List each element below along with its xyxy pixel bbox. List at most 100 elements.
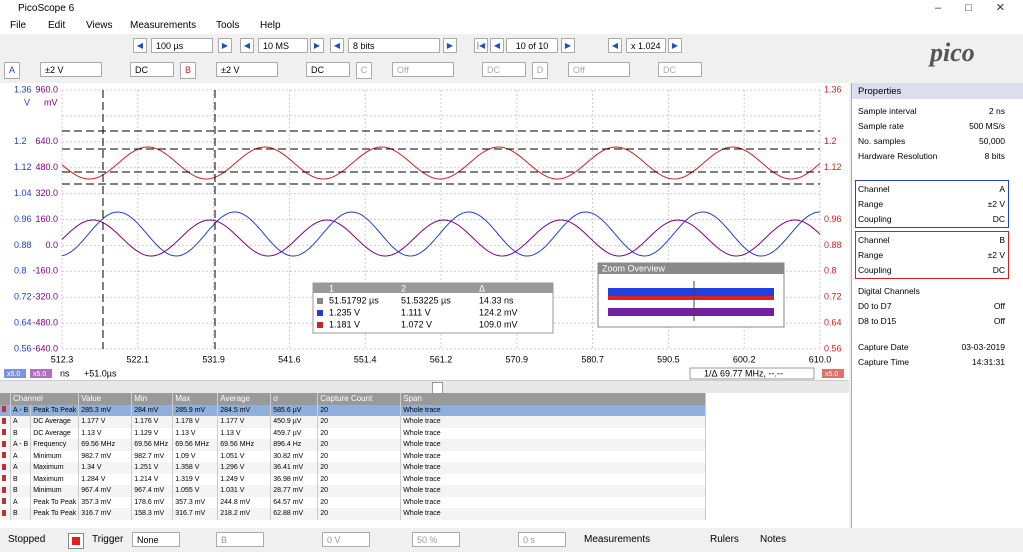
status-level[interactable]: 0 V: [322, 532, 370, 547]
button[interactable]: ▶: [218, 38, 232, 53]
status-delay[interactable]: 0 s: [518, 532, 566, 547]
cell: 1.051 V: [217, 450, 272, 462]
y-tick-label-b: -480.0: [32, 317, 58, 327]
cell: 982.7 mV: [78, 450, 133, 462]
table-row[interactable]: A - B Frequency 69.56 MHz 69.56 MHz 69.56 MH…: [0, 439, 707, 451]
range-select[interactable]: ±2 V: [40, 62, 102, 77]
channel-button[interactable]: A: [4, 62, 20, 79]
menu-item[interactable]: Tools: [216, 20, 240, 31]
coupling-select[interactable]: DC: [306, 62, 350, 77]
table-row[interactable]: A Peak To Peak 357.3 mV 178.6 mV 357.3 mV 244…: [0, 496, 707, 508]
unit-label: V: [24, 97, 30, 107]
ruler-swatch: [317, 322, 323, 328]
cell: 1.296 V: [217, 462, 272, 474]
y-tick-label-right: 1.12: [824, 162, 842, 172]
button[interactable]: ▶: [310, 38, 324, 53]
zoom-factor[interactable]: x 1.024: [626, 38, 666, 53]
cell: Whole trace: [400, 450, 707, 462]
timebase-select[interactable]: 100 µs: [151, 38, 213, 53]
table-row[interactable]: B Peak To Peak 316.7 mV 158.3 mV 316.7 mV 218…: [0, 508, 707, 520]
samples-select[interactable]: 10 MS: [258, 38, 308, 53]
menu-item[interactable]: File: [10, 20, 27, 31]
property-name: Channel: [858, 184, 890, 194]
button[interactable]: ◀: [490, 38, 504, 53]
table-header: Channel Value Min Max Average σ Capture Count S…: [0, 393, 707, 405]
cell: A: [10, 496, 32, 508]
cell: B: [10, 485, 32, 497]
button[interactable]: ▶: [561, 38, 575, 53]
channel-button[interactable]: D: [532, 62, 548, 79]
y-tick-label-a: 0.8: [14, 266, 27, 276]
menu-item[interactable]: Edit: [48, 20, 66, 31]
range-select[interactable]: Off: [568, 62, 630, 77]
property-value: DC: [992, 214, 1005, 224]
measurements-table: Channel Value Min Max Average σ Capture Count S…: [0, 393, 707, 520]
cell: 30.82 mV: [270, 450, 319, 462]
cell: Frequency: [30, 439, 80, 451]
menu-item[interactable]: Views: [86, 20, 113, 31]
button[interactable]: ◀: [330, 38, 344, 53]
scrollbar[interactable]: [0, 380, 849, 394]
property-value: 50,000: [979, 136, 1005, 146]
cell: 1.358 V: [172, 462, 219, 474]
channel-toolbar: A ±2 V DC B ±2 V DC C Off DC D Off DC: [0, 60, 800, 80]
y-tick-label-a: 1.04: [14, 188, 32, 198]
status-source[interactable]: B: [216, 532, 264, 547]
menu-item[interactable]: Measurements: [130, 20, 197, 31]
button[interactable]: ◀: [240, 38, 254, 53]
cell: 1.214 V: [131, 473, 174, 485]
property-name: Coupling: [858, 214, 892, 224]
cell: Whole trace: [400, 508, 707, 520]
resolution-select[interactable]: 8 bits: [348, 38, 440, 53]
cell: 20: [317, 416, 402, 428]
cell: Maximum: [30, 462, 80, 474]
table-row[interactable]: B DC Average 1.13 V 1.129 V 1.13 V 1.13 V 459.…: [0, 427, 707, 439]
cell: 1.177 V: [78, 416, 133, 428]
x-tick-label: 610.0: [809, 354, 832, 364]
cell: 20: [317, 404, 402, 416]
table-row[interactable]: A Maximum 1.34 V 1.251 V 1.358 V 1.296 V 36.41…: [0, 462, 707, 474]
button[interactable]: ▶: [668, 38, 682, 53]
y-tick-label-right: 0.88: [824, 240, 842, 250]
zoom-trace: [608, 296, 774, 300]
frequency-box: [689, 367, 815, 380]
button[interactable]: ▶: [443, 38, 457, 53]
y-tick-label-a: 0.72: [14, 292, 32, 302]
x-unit: ns: [60, 368, 70, 378]
cell: 1.129 V: [131, 427, 174, 439]
range-select[interactable]: Off: [392, 62, 454, 77]
window-controls[interactable]: –□✕: [935, 2, 1023, 14]
status-position[interactable]: 50 %: [412, 532, 460, 547]
menu-item[interactable]: Help: [260, 20, 281, 31]
ruler-value: 51.51792 µs: [329, 295, 379, 305]
property-value: Off: [993, 301, 1005, 311]
button[interactable]: ◀: [608, 38, 622, 53]
status-trigger: Trigger: [92, 534, 124, 545]
channel-button[interactable]: B: [180, 62, 196, 79]
y-tick-label-b: 320.0: [35, 188, 58, 198]
cell: 1.251 V: [131, 462, 174, 474]
channel-box: [855, 180, 1009, 228]
cell: 158.3 mV: [131, 508, 174, 520]
property-name: Hardware Resolution: [858, 151, 938, 161]
coupling-select[interactable]: DC: [482, 62, 526, 77]
coupling-select[interactable]: DC: [658, 62, 702, 77]
button[interactable]: ◀: [133, 38, 147, 53]
channel-button[interactable]: C: [356, 62, 372, 79]
row-marker: [0, 485, 11, 497]
ruler-value: 51.53225 µs: [401, 295, 451, 305]
table-row[interactable]: A - B Peak To Peak 285.3 mV 284 mV 285.9 mV 2…: [0, 404, 707, 416]
range-select[interactable]: ±2 V: [216, 62, 278, 77]
y-tick-label-right: 0.56: [824, 343, 842, 353]
coupling-select[interactable]: DC: [130, 62, 174, 77]
button[interactable]: |◀: [474, 38, 488, 53]
status-trigger-mode[interactable]: None: [132, 532, 180, 547]
zoom-title: Zoom Overview: [602, 263, 666, 273]
table-row[interactable]: B Maximum 1.284 V 1.214 V 1.319 V 1.249 V 36.9…: [0, 473, 707, 485]
property-name: Coupling: [858, 265, 892, 275]
stop-button[interactable]: [68, 533, 84, 549]
table-row[interactable]: B Minimum 967.4 mV 967.4 mV 1.055 V 1.031 V 28…: [0, 485, 707, 497]
capture-index[interactable]: 10 of 10: [506, 38, 558, 53]
table-row[interactable]: A Minimum 982.7 mV 982.7 mV 1.09 V 1.051 V 30.…: [0, 450, 707, 462]
